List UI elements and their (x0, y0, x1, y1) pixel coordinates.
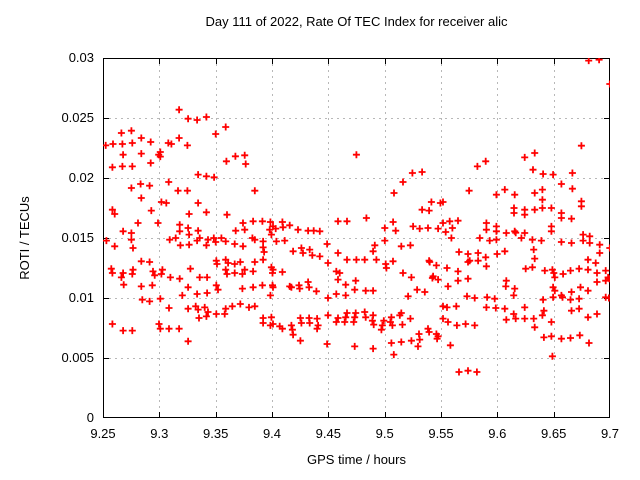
x-axis-label: GPS time / hours (307, 452, 406, 467)
y-tick-label: 0.02 (68, 170, 94, 185)
scatter-points (103, 58, 610, 376)
x-tick-label: 9.55 (428, 426, 454, 441)
x-tick-label: 9.5 (375, 426, 394, 441)
x-tick-label: 9.45 (315, 426, 341, 441)
plot-border (103, 58, 610, 418)
x-tick-label: 9.7 (600, 426, 620, 441)
y-tick-label: 0.005 (61, 350, 94, 365)
y-tick-label: 0.025 (61, 110, 94, 125)
x-tick-label: 9.35 (203, 426, 229, 441)
y-tick-label: 0.03 (68, 50, 94, 65)
axis-ticks (103, 58, 610, 418)
y-tick-label: 0.015 (61, 230, 94, 245)
x-tick-label: 9.25 (90, 426, 116, 441)
x-tick-label: 9.4 (262, 426, 282, 441)
x-tick-label: 9.6 (488, 426, 507, 441)
x-tick-label: 9.3 (150, 426, 169, 441)
x-tick-label: 9.65 (541, 426, 567, 441)
plot-area (103, 58, 610, 418)
y-tick-label: 0.01 (68, 290, 94, 305)
y-tick-label: 0 (86, 410, 94, 425)
chart-title: Day 111 of 2022, Rate Of TEC Index for r… (205, 14, 508, 29)
